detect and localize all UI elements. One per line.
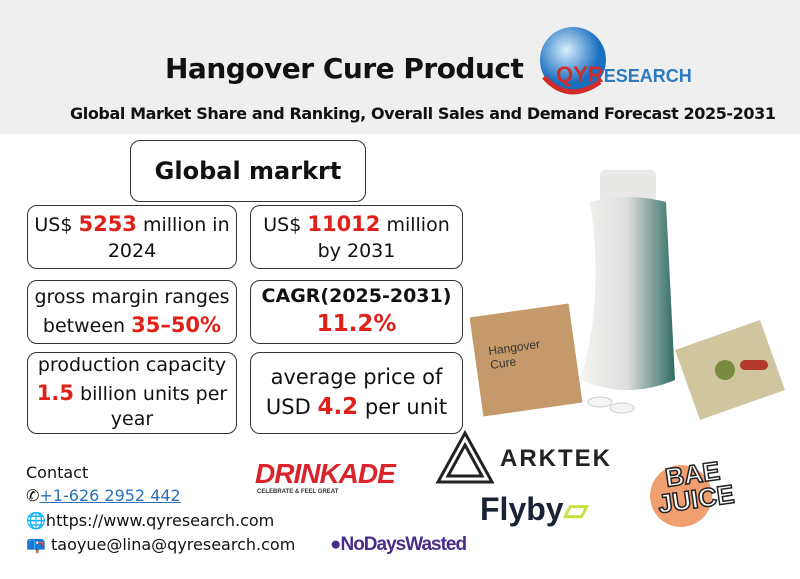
nodays-icon: ● [330, 534, 342, 555]
nodayswasted-logo: ●NoDaysWasted [330, 534, 467, 555]
market-2024-box: US$ 5253 million in 2024 [27, 205, 237, 269]
contact-website[interactable]: 🌐https://www.qyresearch.com [26, 511, 275, 530]
qyresearch-globe-logo [540, 27, 606, 95]
arktek-logo: ARKTEK [500, 445, 612, 472]
contact-phone[interactable]: ✆+1-626 2952 442 [26, 486, 181, 505]
mailbox-icon: 📪 [26, 535, 46, 554]
flyby-mark-icon: ▱ [563, 491, 589, 527]
drinkade-tagline: CELEBRATE & FEEL GREAT [257, 489, 339, 495]
contact-label: Contact [26, 463, 89, 482]
drinkade-logo: DRINKADE [255, 458, 396, 489]
cagr-box: CAGR(2025-2031) 11.2% [250, 280, 463, 344]
capacity-box: production capacity 1.5 billion units pe… [27, 352, 237, 434]
gross-margin-box: gross margin ranges between 35–50% [27, 280, 237, 344]
global-market-box: Global markrt [130, 140, 366, 202]
bae-juice-logo: BAE JUICE [655, 455, 737, 520]
header-banner [0, 0, 800, 134]
phone-icon: ✆ [26, 486, 40, 505]
globe-icon: 🌐 [26, 511, 46, 530]
price-box: average price of USD 4.2 per unit [250, 352, 463, 434]
svg-text:Cure: Cure [489, 354, 517, 372]
contact-email[interactable]: 📪 taoyue@lina@qyresearch.com [26, 535, 296, 554]
market-2031-box: US$ 11012 million by 2031 [250, 205, 463, 269]
arktek-triangle-icon [435, 430, 495, 484]
qyresearch-logo-text: QYRESEARCH [556, 62, 692, 87]
product-image: Hangover Cure [470, 170, 785, 420]
flyby-logo: Flyby▱ [480, 491, 589, 527]
page-subtitle: Global Market Share and Ranking, Overall… [70, 104, 776, 123]
page-title: Hangover Cure Product [165, 52, 524, 85]
phone-link[interactable]: +1-626 2952 442 [39, 486, 181, 505]
